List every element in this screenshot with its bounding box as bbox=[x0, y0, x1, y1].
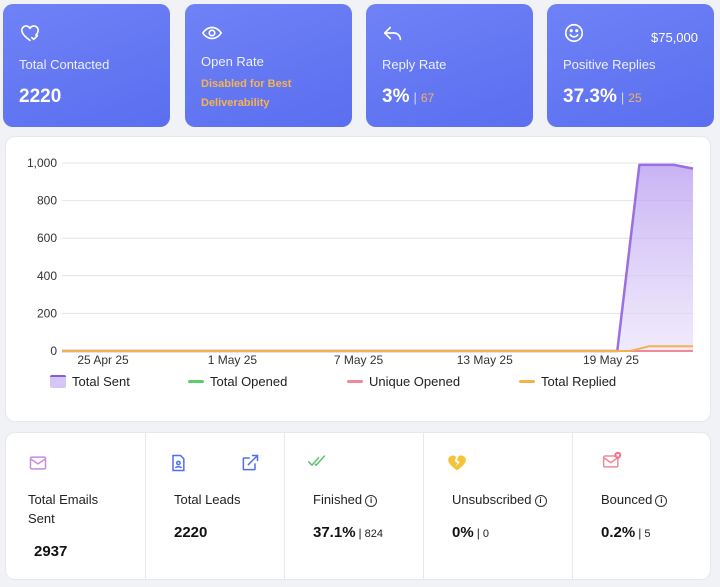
note-line-2: Deliverability bbox=[201, 97, 270, 109]
stats-panel: Total Emails Sent 2937 Total Leads 2220 … bbox=[5, 432, 711, 580]
separator: | bbox=[620, 90, 625, 105]
stat-total-leads-label: Total Leads bbox=[174, 492, 241, 507]
separator: | bbox=[638, 526, 642, 540]
reply-rate-count: 67 bbox=[420, 91, 435, 105]
stat-bounced-label: Bounced i bbox=[601, 490, 668, 509]
separator: | bbox=[413, 90, 417, 105]
contact-card-icon bbox=[172, 454, 185, 472]
open-rate-disabled-note: Disabled for Best Deliverability bbox=[201, 75, 321, 113]
unsubscribed-label-text: Unsubscribed bbox=[452, 492, 532, 507]
y-tick-label: 400 bbox=[37, 269, 57, 283]
series-area-total-sent bbox=[62, 164, 693, 351]
legend-swatch-opened bbox=[188, 380, 204, 383]
legend-total-sent[interactable]: Total Sent bbox=[50, 374, 130, 389]
series-line-total-replied bbox=[62, 345, 693, 352]
positive-replies-value: 37.3% | 25 bbox=[563, 86, 642, 108]
series-line-total-sent bbox=[62, 163, 694, 353]
legend-label-replied: Total Replied bbox=[541, 374, 617, 389]
heart-check-icon bbox=[20, 25, 40, 42]
stat-total-emails-value: 2937 bbox=[34, 543, 68, 560]
stat-bounced-value: 0.2% | 5 bbox=[601, 524, 650, 541]
unsubscribed-count: 0 bbox=[482, 528, 489, 540]
positive-replies-card: $75,000 Positive Replies 37.3% | 25 bbox=[547, 4, 714, 127]
divider bbox=[145, 433, 146, 579]
info-icon[interactable]: i bbox=[655, 494, 668, 507]
stat-finished: Finished i 37.1% | 824 bbox=[285, 433, 424, 579]
legend-total-opened[interactable]: Total Opened bbox=[188, 374, 287, 389]
stat-total-emails-label: Total Emails Sent bbox=[28, 490, 98, 528]
legend-swatch-unique bbox=[347, 380, 363, 383]
note-line-1: Disabled for Best bbox=[201, 78, 292, 90]
legend-total-replied[interactable]: Total Replied bbox=[519, 374, 616, 389]
label-line-2: Sent bbox=[28, 511, 55, 526]
legend-swatch-replied bbox=[519, 380, 535, 383]
stat-finished-value: 37.1% | 824 bbox=[313, 524, 383, 541]
legend-label-sent: Total Sent bbox=[72, 374, 130, 389]
divider bbox=[572, 433, 573, 579]
stat-finished-label: Finished i bbox=[313, 490, 378, 509]
finished-percent: 37.1% bbox=[313, 524, 356, 541]
reply-rate-label: Reply Rate bbox=[382, 57, 447, 72]
finished-count: 824 bbox=[364, 528, 384, 540]
reply-rate-value: 3% | 67 bbox=[382, 86, 434, 108]
total-contacted-card: Total Contacted 2220 bbox=[3, 4, 170, 127]
total-contacted-label: Total Contacted bbox=[19, 57, 110, 72]
reply-rate-card: Reply Rate 3% | 67 bbox=[366, 4, 533, 127]
stat-total-leads-value: 2220 bbox=[174, 524, 208, 541]
stat-unsubscribed-value: 0% | 0 bbox=[452, 524, 489, 541]
x-tick-label: 25 Apr 25 bbox=[77, 353, 129, 367]
finished-label-text: Finished bbox=[313, 492, 363, 507]
stat-unsubscribed: Unsubscribed i 0% | 0 bbox=[424, 433, 572, 579]
total-contacted-value: 2220 bbox=[19, 86, 62, 107]
y-tick-label: 0 bbox=[50, 344, 57, 358]
mail-icon bbox=[29, 456, 47, 470]
open-rate-card: Open Rate Disabled for Best Deliverabili… bbox=[185, 4, 352, 127]
smile-icon bbox=[564, 23, 584, 43]
stat-total-leads: Total Leads 2220 bbox=[146, 433, 285, 579]
positive-replies-percent: 37.3% bbox=[563, 86, 617, 107]
double-check-icon bbox=[307, 455, 326, 466]
positive-replies-label: Positive Replies bbox=[563, 57, 656, 72]
legend-label-opened: Total Opened bbox=[210, 374, 288, 389]
eye-icon bbox=[201, 26, 223, 40]
divider bbox=[284, 433, 285, 579]
reply-rate-percent: 3% bbox=[382, 86, 410, 107]
divider bbox=[423, 433, 424, 579]
label-line-1: Total Emails bbox=[28, 492, 99, 507]
x-tick-label: 13 May 25 bbox=[457, 353, 513, 367]
bounced-percent: 0.2% bbox=[601, 524, 636, 541]
y-tick-label: 200 bbox=[37, 306, 57, 320]
stat-unsubscribed-label: Unsubscribed i bbox=[452, 490, 547, 509]
y-tick-label: 800 bbox=[37, 194, 57, 208]
x-tick-label: 1 May 25 bbox=[208, 353, 258, 367]
y-tick-label: 1,000 bbox=[27, 156, 57, 170]
stat-total-emails: Total Emails Sent 2937 bbox=[6, 433, 145, 579]
legend-swatch-sent bbox=[50, 375, 66, 388]
positive-replies-count: 25 bbox=[628, 91, 642, 105]
x-tick-label: 19 May 25 bbox=[583, 353, 639, 367]
separator: | bbox=[476, 526, 480, 540]
legend-label-unique: Unique Opened bbox=[369, 374, 461, 389]
reply-icon bbox=[383, 26, 402, 41]
x-tick-label: 7 May 25 bbox=[334, 353, 384, 367]
info-icon[interactable]: i bbox=[365, 494, 378, 507]
separator: | bbox=[358, 526, 362, 540]
stat-bounced: Bounced i 0.2% | 5 bbox=[573, 433, 710, 579]
unsubscribed-percent: 0% bbox=[452, 524, 474, 541]
broken-heart-icon bbox=[448, 455, 466, 471]
positive-replies-amount: $75,000 bbox=[651, 30, 698, 45]
info-icon[interactable]: i bbox=[534, 494, 547, 507]
external-link-icon[interactable] bbox=[240, 453, 260, 473]
open-rate-label: Open Rate bbox=[201, 54, 264, 69]
y-tick-label: 600 bbox=[37, 231, 57, 245]
chart-panel bbox=[5, 136, 711, 422]
bounced-label-text: Bounced bbox=[601, 492, 653, 507]
legend-unique-opened[interactable]: Unique Opened bbox=[347, 374, 460, 389]
bounced-count: 5 bbox=[644, 528, 651, 540]
mail-bounce-icon bbox=[602, 451, 622, 468]
